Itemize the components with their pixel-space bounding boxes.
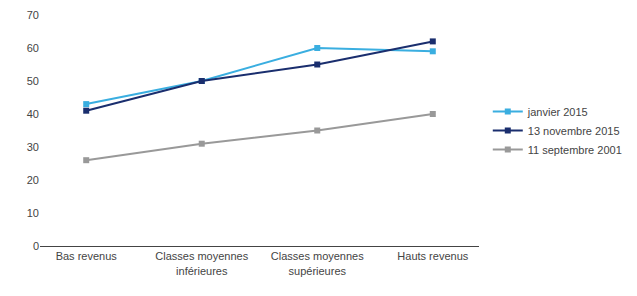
svg-text:13 novembre 2015: 13 novembre 2015 bbox=[528, 125, 620, 137]
svg-text:60: 60 bbox=[27, 42, 39, 54]
svg-text:11 septembre 2001: 11 septembre 2001 bbox=[528, 144, 622, 156]
svg-text:30: 30 bbox=[27, 141, 39, 153]
svg-text:40: 40 bbox=[27, 108, 39, 120]
svg-text:Hauts revenus: Hauts revenus bbox=[397, 250, 468, 262]
svg-text:Classes moyennesinférieures: Classes moyennesinférieures bbox=[155, 250, 248, 276]
svg-text:20: 20 bbox=[27, 174, 39, 186]
svg-text:10: 10 bbox=[27, 207, 39, 219]
svg-text:50: 50 bbox=[27, 75, 39, 87]
svg-text:Bas revenus: Bas revenus bbox=[56, 250, 118, 262]
svg-text:0: 0 bbox=[33, 240, 39, 252]
svg-text:Classes moyennessupérieures: Classes moyennessupérieures bbox=[271, 250, 364, 276]
svg-text:janvier 2015: janvier 2015 bbox=[527, 106, 588, 118]
svg-text:70: 70 bbox=[27, 9, 39, 21]
